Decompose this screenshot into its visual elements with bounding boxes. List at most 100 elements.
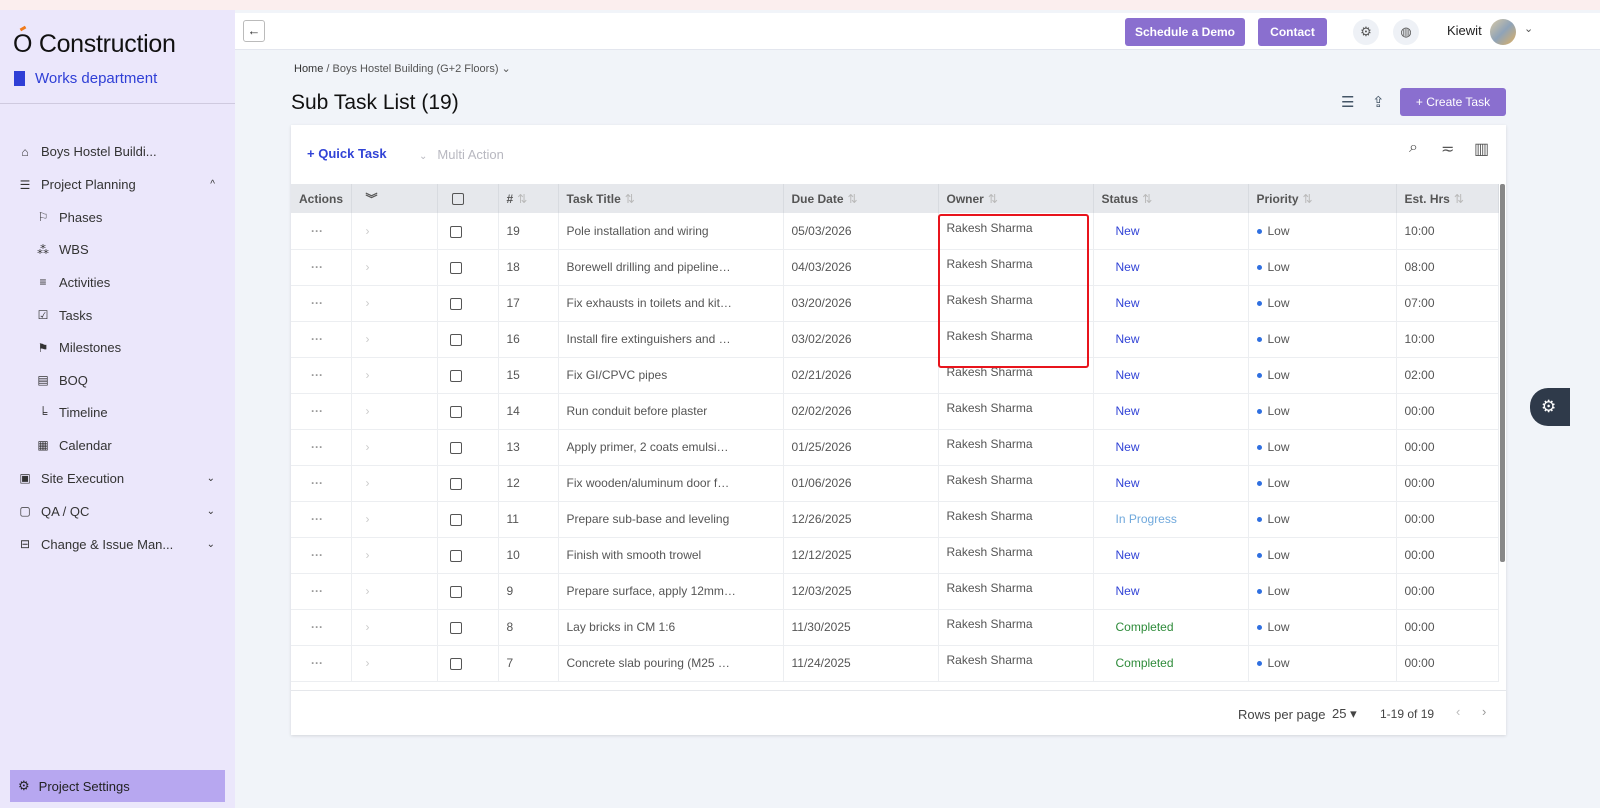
table-row[interactable]: ··· › 10 Finish with smooth trowel 12/12… xyxy=(291,537,1499,574)
expand-row-icon[interactable]: › xyxy=(351,645,438,682)
row-actions-icon[interactable]: ··· xyxy=(291,501,352,538)
task-title[interactable]: Borewell drilling and pipeline… xyxy=(558,249,784,286)
table-row[interactable]: ··· › 16 Install fire extinguishers and … xyxy=(291,321,1499,358)
expand-row-icon[interactable]: › xyxy=(351,321,438,358)
back-arrow-icon[interactable]: ← xyxy=(243,20,265,42)
row-actions-icon[interactable]: ··· xyxy=(291,357,352,394)
row-checkbox[interactable] xyxy=(449,585,462,598)
expand-row-icon[interactable]: › xyxy=(351,393,438,430)
department[interactable]: Works department xyxy=(14,70,157,87)
chevron-down-icon[interactable]: ⌄ xyxy=(1524,23,1534,35)
row-actions-icon[interactable]: ··· xyxy=(291,465,352,502)
expand-row-icon[interactable]: › xyxy=(351,573,438,610)
column-header[interactable]: ︾ xyxy=(351,184,438,213)
column-header[interactable]: Est. Hrs ⇅ xyxy=(1396,184,1499,213)
sidebar-item-timeline[interactable]: ╘ Timeline xyxy=(0,397,235,430)
sidebar-item-milestones[interactable]: ⚑ Milestones xyxy=(37,340,122,356)
row-checkbox[interactable] xyxy=(449,297,462,310)
search-icon[interactable]: ⌕ xyxy=(1409,139,1418,156)
expand-row-icon[interactable]: › xyxy=(351,465,438,502)
create-task-button[interactable]: + Create Task xyxy=(1400,88,1506,116)
row-checkbox[interactable] xyxy=(449,225,462,238)
task-title[interactable]: Fix wooden/aluminum door f… xyxy=(558,465,784,502)
expand-row-icon[interactable]: › xyxy=(351,249,438,286)
schedule-demo-button[interactable]: Schedule a Demo xyxy=(1125,18,1245,46)
table-row[interactable]: ··· › 9 Prepare surface, apply 12mm… 12/… xyxy=(291,573,1499,610)
floating-gear-icon[interactable]: ⚙ xyxy=(1530,388,1570,426)
user-name[interactable]: Kiewit xyxy=(1447,23,1482,38)
row-checkbox[interactable] xyxy=(449,441,462,454)
table-row[interactable]: ··· › 14 Run conduit before plaster 02/0… xyxy=(291,393,1499,430)
sidebar-item-site-execution[interactable]: ▣ Site Execution ⌄ xyxy=(19,470,215,486)
multi-action-dropdown[interactable]: ⌄ Multi Action xyxy=(419,147,504,162)
avatar[interactable] xyxy=(1490,19,1516,45)
row-checkbox[interactable] xyxy=(449,477,462,490)
task-title[interactable]: Fix exhausts in toilets and kit… xyxy=(558,285,784,322)
breadcrumb-home[interactable]: Home xyxy=(294,63,324,75)
column-header[interactable]: # ⇅ xyxy=(498,184,559,213)
chevron-icon[interactable]: ⌄ xyxy=(206,538,215,550)
sidebar-item-boys-hostel-buildi[interactable]: ⌂ Boys Hostel Buildi... xyxy=(0,135,235,168)
row-actions-icon[interactable]: ··· xyxy=(291,393,352,430)
row-actions-icon[interactable]: ··· xyxy=(291,645,352,682)
table-row[interactable]: ··· › 12 Fix wooden/aluminum door f… 01/… xyxy=(291,465,1499,502)
contact-button[interactable]: Contact xyxy=(1258,18,1327,46)
row-checkbox[interactable] xyxy=(449,333,462,346)
breadcrumb-project[interactable]: Boys Hostel Building (G+2 Floors) xyxy=(332,63,499,75)
table-row[interactable]: ··· › 18 Borewell drilling and pipeline…… xyxy=(291,249,1499,286)
settings-gear-icon[interactable]: ⚙ xyxy=(1353,19,1379,45)
select-all-checkbox[interactable] xyxy=(451,193,464,206)
expand-row-icon[interactable]: › xyxy=(351,213,438,250)
sidebar-item-boq[interactable]: ▤ BOQ xyxy=(37,372,88,388)
column-header[interactable]: Status ⇅ xyxy=(1093,184,1249,213)
column-header[interactable] xyxy=(437,184,499,213)
sidebar-item-tasks[interactable]: ☑ Tasks xyxy=(37,307,93,323)
sidebar-item-qa-qc[interactable]: ▢ QA / QC ⌄ xyxy=(19,503,215,519)
task-title[interactable]: Pole installation and wiring xyxy=(558,213,784,250)
chevron-icon[interactable]: ⌄ xyxy=(206,505,215,517)
sidebar-item-change-issue-man[interactable]: ⊟ Change & Issue Man... ⌄ xyxy=(19,536,215,552)
expand-row-icon[interactable]: › xyxy=(351,357,438,394)
table-row[interactable]: ··· › 8 Lay bricks in CM 1:6 11/30/2025 … xyxy=(291,609,1499,646)
column-header[interactable]: Priority ⇅ xyxy=(1248,184,1397,213)
next-page-icon[interactable]: › xyxy=(1482,704,1487,719)
sidebar-item-project-planning[interactable]: ☰ Project Planning ^ xyxy=(19,177,215,192)
globe-icon[interactable]: ◍ xyxy=(1393,19,1419,45)
columns-icon[interactable]: ▥ xyxy=(1474,141,1490,158)
task-title[interactable]: Concrete slab pouring (M25 … xyxy=(558,645,784,682)
column-header[interactable]: Task Title ⇅ xyxy=(558,184,784,213)
sidebar-item-project-settings[interactable]: ⚙ Project Settings xyxy=(10,770,225,802)
sidebar-item-activities[interactable]: ≡ Activities xyxy=(0,266,235,299)
sidebar-item-wbs[interactable]: ⁂ WBS xyxy=(37,242,89,258)
row-checkbox[interactable] xyxy=(449,621,462,634)
sidebar-item-phases[interactable]: ⚐ Phases xyxy=(37,209,103,225)
table-row[interactable]: ··· › 7 Concrete slab pouring (M25 … 11/… xyxy=(291,645,1499,682)
row-checkbox[interactable] xyxy=(449,549,462,562)
row-actions-icon[interactable]: ··· xyxy=(291,429,352,466)
row-checkbox[interactable] xyxy=(449,405,462,418)
export-icon[interactable]: ⇪ xyxy=(1372,94,1385,111)
row-actions-icon[interactable]: ··· xyxy=(291,285,352,322)
table-row[interactable]: ··· › 17 Fix exhausts in toilets and kit… xyxy=(291,285,1499,322)
column-header[interactable]: Owner ⇅ xyxy=(938,184,1094,213)
row-actions-icon[interactable]: ··· xyxy=(291,537,352,574)
row-actions-icon[interactable]: ··· xyxy=(291,573,352,610)
row-actions-icon[interactable]: ··· xyxy=(291,609,352,646)
task-title[interactable]: Prepare surface, apply 12mm… xyxy=(558,573,784,610)
task-title[interactable]: Run conduit before plaster xyxy=(558,393,784,430)
chevron-icon[interactable]: ⌄ xyxy=(206,472,215,484)
rows-per-page-select[interactable]: 25 ▾ xyxy=(1332,706,1357,721)
column-header[interactable]: Actions xyxy=(291,184,352,213)
scrollbar[interactable] xyxy=(1500,184,1505,562)
row-actions-icon[interactable]: ··· xyxy=(291,213,352,250)
prev-page-icon[interactable]: ‹ xyxy=(1456,704,1461,719)
row-actions-icon[interactable]: ··· xyxy=(291,249,352,286)
sidebar-item-calendar[interactable]: ▦ Calendar xyxy=(37,437,112,453)
task-title[interactable]: Finish with smooth trowel xyxy=(558,537,784,574)
expand-row-icon[interactable]: › xyxy=(351,501,438,538)
column-header[interactable]: Due Date ⇅ xyxy=(783,184,939,213)
expand-row-icon[interactable]: › xyxy=(351,609,438,646)
row-checkbox[interactable] xyxy=(449,369,462,382)
filter-icon[interactable]: ≂ xyxy=(1441,141,1455,158)
task-title[interactable]: Apply primer, 2 coats emulsi… xyxy=(558,429,784,466)
